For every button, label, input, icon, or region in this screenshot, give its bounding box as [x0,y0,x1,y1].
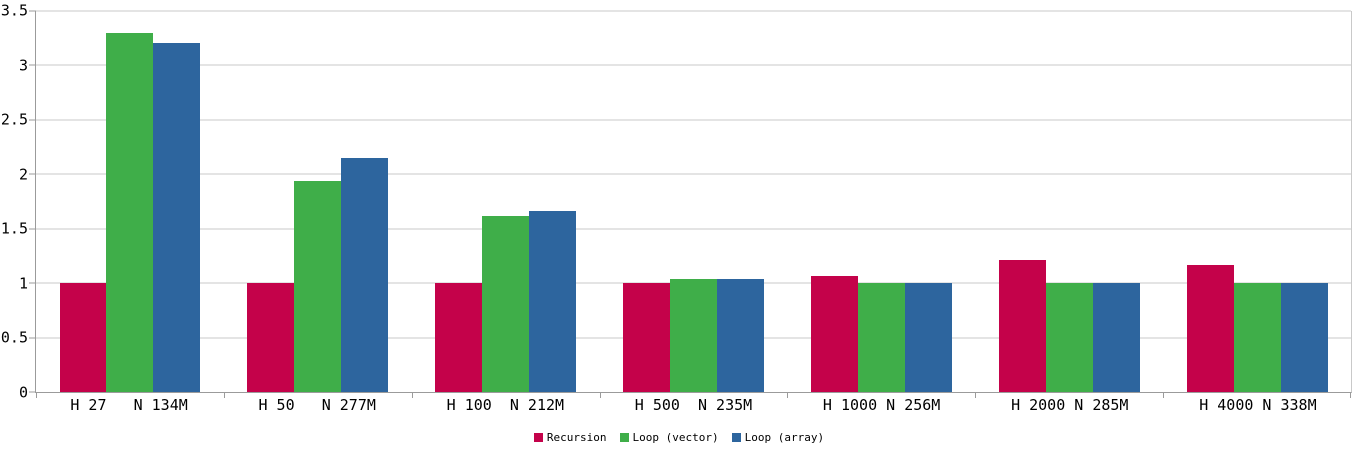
y-axis-tick-1.5 [29,228,36,230]
bar-group-5 [787,11,975,392]
bar-recursion [59,283,107,392]
y-axis-tick-label: 1 [18,274,28,293]
bar-loop-vector [670,278,717,392]
y-axis-tick-label: 3 [18,56,28,75]
x-axis-tick [223,393,225,398]
bar-recursion [435,283,483,392]
bar-group-7 [1163,11,1351,392]
y-axis-labels: 0 0.5 1 1.5 2 2.5 3 3.5 [0,3,28,400]
x-axis-label-2: H 50 N 277M [258,396,376,414]
bar-groups [36,11,1351,392]
bar-loop-array [1092,283,1140,392]
bar-recursion [247,283,295,392]
bar-loop-array [153,42,201,392]
y-axis-tick-label: 1.5 [0,219,28,238]
x-axis-tick [599,393,601,398]
bar-group-6 [975,11,1163,392]
bar-loop-array [904,283,952,392]
bar-group-2 [224,11,412,392]
x-axis-tick [787,393,789,398]
bar-loop-array [529,211,577,392]
bar-recursion [998,260,1046,392]
chart-legend: Recursion Loop (vector) Loop (array) [0,432,1358,443]
bar-group-4 [600,11,788,392]
gridline-3.5 [36,10,1351,12]
y-axis-tick-3 [29,64,36,66]
y-axis-tick-label: 0 [18,383,28,402]
y-axis-tick-0.5 [29,337,36,339]
y-axis-tick-label: 3.5 [0,1,28,20]
bar-loop-array [1280,283,1328,392]
legend-swatch-loop-array [731,433,741,442]
legend-item-recursion: Recursion [533,431,607,444]
legend-swatch-recursion [533,433,543,442]
bar-loop-vector [106,32,154,392]
legend-swatch-loop-vector [619,433,629,442]
bar-recursion [810,275,858,392]
bar-loop-vector [482,215,530,392]
x-axis-labels: H 27 N 134M H 50 N 277M H 100 N 212M H 500 … [35,398,1352,413]
x-axis-tick [1163,393,1165,398]
bar-loop-vector [1045,283,1093,392]
x-axis-label-1: H 27 N 134M [70,396,188,414]
legend-item-loop-vector: Loop (vector) [619,431,719,444]
gridline-2 [36,173,1351,175]
x-axis-label-7: H 4000 N 338M [1199,396,1317,414]
bar-loop-vector [1233,283,1281,392]
x-axis-label-3: H 100 N 212M [446,396,565,414]
x-axis-label-6: H 2000 N 285M [1011,396,1129,414]
bar-loop-array [716,278,764,392]
x-axis-tick [411,393,413,398]
bar-recursion [1186,264,1234,392]
gridline-1.5 [36,228,1351,230]
bar-recursion [623,283,671,392]
gridline-2.5 [36,119,1351,121]
y-axis-tick-1 [29,282,36,284]
y-axis-tick-2.5 [29,119,36,121]
legend-item-loop-array: Loop (array) [731,431,825,444]
legend-label-loop-vector: Loop (vector) [632,431,719,444]
plot-area [29,10,1352,398]
legend-label-loop-array: Loop (array) [744,431,825,444]
bar-loop-array [341,157,389,392]
bar-loop-vector [857,283,905,392]
gridline-3 [36,64,1351,66]
y-axis-tick-label: 2 [18,165,28,184]
y-axis-tick-2 [29,173,36,175]
y-axis-tick-label: 0.5 [0,328,28,347]
bar-loop-vector [294,180,342,392]
x-axis-label-4: H 500 N 235M [634,396,753,414]
y-axis-tick-label: 2.5 [0,110,28,129]
y-axis-tick-0 [29,391,36,393]
x-axis-label-5: H 1000 N 256M [822,396,941,414]
bar-group-3 [412,11,600,392]
y-axis-tick-3.5 [29,10,36,12]
legend-label-recursion: Recursion [546,431,607,444]
bar-group-1 [36,11,224,392]
x-axis-tick [1350,393,1351,398]
x-axis-tick [36,393,37,398]
x-axis-tick [975,393,977,398]
